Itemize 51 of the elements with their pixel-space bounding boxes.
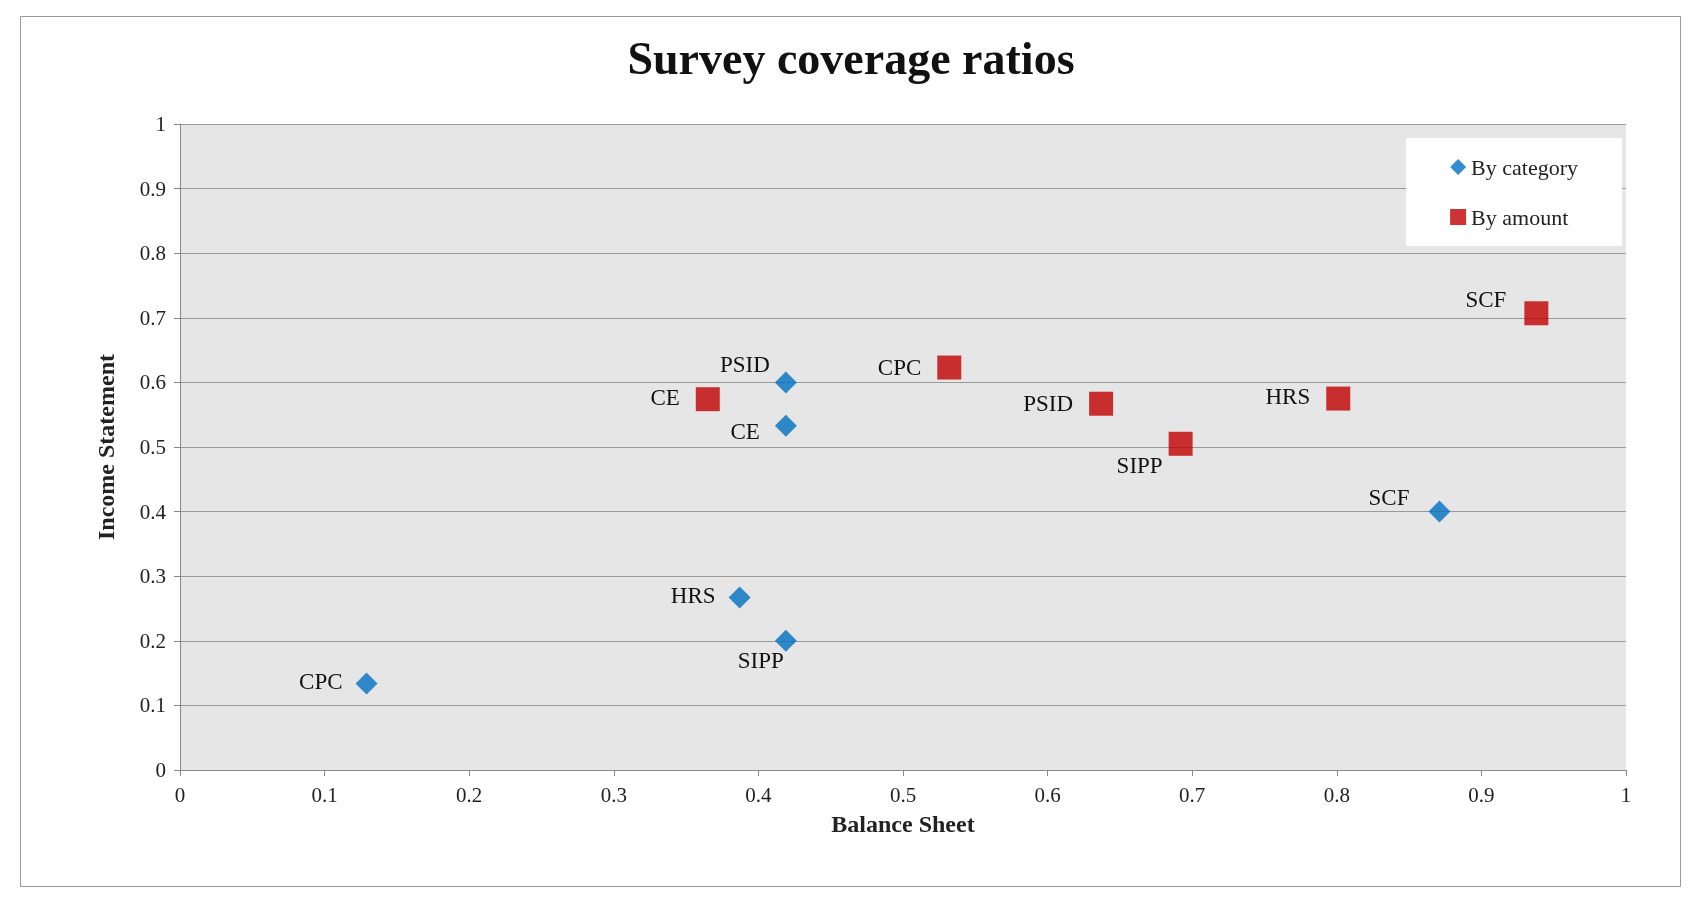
y-tick-label: 0.3 bbox=[139, 564, 166, 589]
y-tick-label: 0 bbox=[155, 758, 166, 782]
y-tick-label: 0.6 bbox=[139, 370, 166, 395]
point bbox=[937, 355, 962, 380]
y-tick-label: 0.5 bbox=[139, 435, 166, 459]
point bbox=[695, 387, 720, 412]
point bbox=[774, 629, 797, 652]
x-tick-label: 0 bbox=[174, 782, 186, 807]
annotation: CPC bbox=[299, 668, 343, 694]
x-tick-label: 0.7 bbox=[1179, 782, 1206, 807]
y-tick-label: 0.8 bbox=[139, 241, 166, 266]
point bbox=[1168, 431, 1193, 456]
annotation: SIPP bbox=[737, 648, 784, 674]
y-tick-label: 1 bbox=[155, 112, 166, 136]
annotation: SCF bbox=[1465, 286, 1507, 312]
point bbox=[774, 371, 797, 394]
x-tick-label: 0.8 bbox=[1323, 782, 1350, 807]
x-tick-label: 1 bbox=[1620, 782, 1632, 807]
point bbox=[728, 586, 751, 609]
y-axis-title: Income Statement bbox=[93, 354, 119, 540]
annotation: SIPP bbox=[1116, 453, 1163, 479]
point bbox=[1089, 391, 1114, 416]
annotation: CE bbox=[730, 419, 760, 445]
annotation: PSID bbox=[1023, 391, 1074, 417]
y-tick-label: 0.4 bbox=[139, 499, 167, 524]
y-tick-label: 0.9 bbox=[139, 176, 166, 201]
x-tick-label: 0.5 bbox=[889, 782, 917, 807]
x-tick-label: 0.1 bbox=[311, 782, 338, 807]
annotation: HRS bbox=[670, 583, 716, 609]
point bbox=[1326, 386, 1351, 411]
point bbox=[1524, 301, 1549, 326]
y-tick-label: 0.7 bbox=[139, 305, 166, 330]
chart-title: Survey coverage ratios bbox=[627, 32, 1075, 84]
y-tick-label: 0.1 bbox=[139, 693, 166, 718]
annotation: PSID bbox=[720, 351, 770, 377]
point bbox=[774, 414, 797, 437]
x-tick-label: 0.4 bbox=[745, 782, 773, 807]
point bbox=[1428, 500, 1451, 523]
legend-label: By category bbox=[1471, 154, 1578, 180]
x-tick-label: 0.9 bbox=[1468, 782, 1495, 807]
annotation: SCF bbox=[1368, 485, 1410, 511]
annotation: CE bbox=[650, 384, 680, 410]
y-tick-label: 0.2 bbox=[139, 628, 166, 653]
x-axis-title: Balance Sheet bbox=[831, 811, 975, 837]
annotation: HRS bbox=[1265, 384, 1311, 410]
annotation: CPC bbox=[877, 355, 922, 381]
legend-label: By amount bbox=[1471, 204, 1569, 230]
point bbox=[355, 672, 378, 695]
x-tick-label: 0.2 bbox=[456, 782, 483, 807]
x-tick-label: 0.6 bbox=[1034, 782, 1061, 807]
x-tick-label: 0.3 bbox=[600, 782, 627, 807]
